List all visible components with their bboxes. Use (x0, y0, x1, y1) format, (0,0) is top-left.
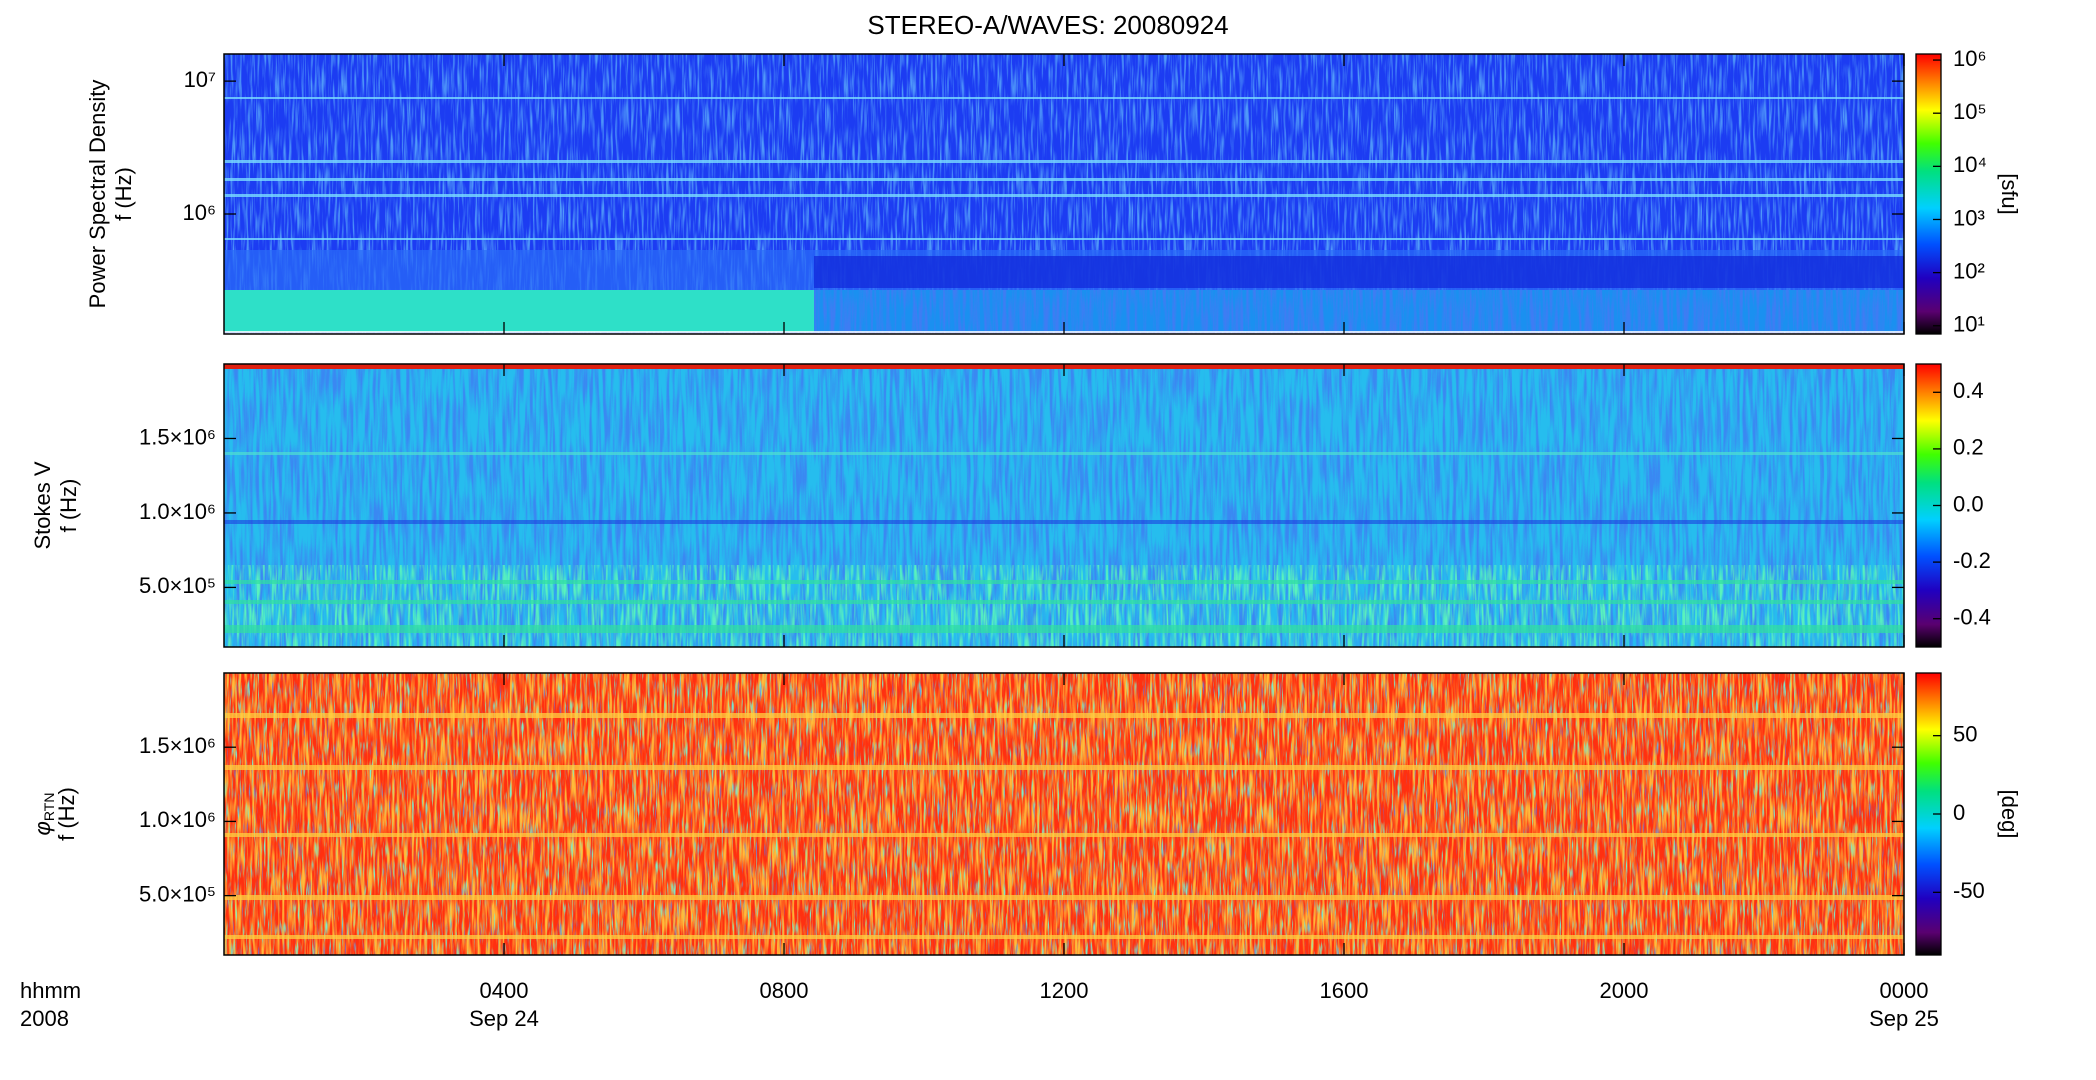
y-tick-label: 10⁶ (182, 200, 216, 225)
colorbar-tick-label: -0.2 (1953, 548, 1991, 573)
y-axis-label: f (Hz) (111, 167, 136, 221)
colorbar-tick-label: 10¹ (1953, 312, 1985, 337)
spectrogram-phi (224, 673, 1904, 955)
colorbar-label: [deg] (1997, 790, 2022, 839)
colorbar-tick-label: 0.0 (1953, 491, 1984, 516)
x-tick-label: 1600 (1320, 978, 1369, 1003)
y-axis-label: φRTN (30, 793, 57, 836)
spectrogram-stokes (224, 364, 1904, 647)
y-axis-label-symbol: φ (30, 821, 55, 835)
colorbar-tick-label: -50 (1953, 878, 1985, 903)
y-tick-label: 1.5×10⁶ (139, 424, 216, 449)
y-tick-label: 1.0×10⁶ (139, 499, 216, 524)
x-tick-label: 0400 (480, 978, 529, 1003)
colorbar-tick-label: 0 (1953, 800, 1965, 825)
colorbar-tick-label: 0.4 (1953, 378, 1984, 403)
colorbar-tick-label: 0.2 (1953, 435, 1984, 460)
x-tick-label: 0000 (1880, 978, 1929, 1003)
x-tick-label: 0800 (760, 978, 809, 1003)
y-tick-label: 1.0×10⁶ (139, 807, 216, 832)
y-tick-label: 5.0×10⁵ (139, 573, 216, 598)
colorbar-tick-label: 10³ (1953, 205, 1985, 230)
y-axis-label-subscript: RTN (41, 793, 57, 822)
y-axis-label: f (Hz) (56, 479, 81, 533)
colorbar-tick-label: -0.4 (1953, 605, 1991, 630)
x-corner-label: hhmm (20, 978, 81, 1003)
spectrogram-psd (224, 54, 1904, 334)
x-corner-label: 2008 (20, 1006, 69, 1031)
y-axis-label: Stokes V (30, 461, 55, 549)
y-axis-label: Power Spectral Density (85, 80, 110, 309)
colorbar-tick-label: 10⁴ (1953, 152, 1987, 177)
y-tick-label: 5.0×10⁵ (139, 881, 216, 906)
colorbar-tick-label: 10⁶ (1953, 46, 1987, 71)
x-tick-label: 1200 (1040, 978, 1089, 1003)
colorbar (1915, 53, 1942, 335)
y-tick-label: 1.5×10⁶ (139, 733, 216, 758)
colorbar-tick-label: 50 (1953, 721, 1977, 746)
colorbar-tick-label: 10⁵ (1953, 99, 1987, 124)
x-date-label: Sep 24 (469, 1006, 539, 1031)
colorbar-tick-label: 10² (1953, 258, 1985, 283)
x-date-label: Sep 25 (1869, 1006, 1939, 1031)
colorbar-label: [sfu] (1997, 173, 2022, 215)
y-axis-label: f (Hz) (54, 787, 79, 841)
y-tick-label: 10⁷ (184, 67, 216, 92)
x-tick-label: 2000 (1600, 978, 1649, 1003)
chart-title: STEREO-A/WAVES: 20080924 (867, 10, 1228, 40)
